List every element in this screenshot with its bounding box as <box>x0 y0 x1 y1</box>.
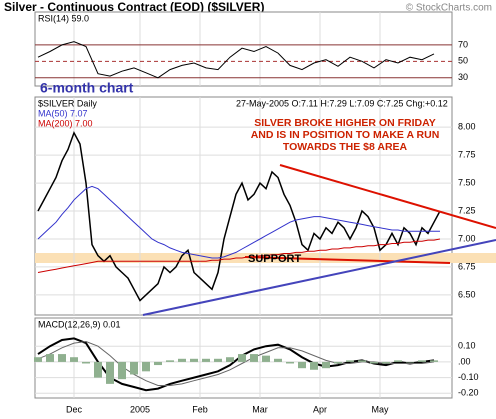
legend-entry: MA(50) 7.07 <box>38 108 88 118</box>
series-line <box>37 41 435 79</box>
y-tick-label: 6.50 <box>458 289 476 299</box>
x-tick-label: Apr <box>313 404 327 414</box>
y-tick-label: 50 <box>458 56 468 66</box>
histogram-bar <box>130 361 138 375</box>
series-line <box>37 238 441 273</box>
trend-line <box>142 239 496 316</box>
y-tick-label: 7.25 <box>458 205 476 215</box>
x-tick-label: Feb <box>192 404 208 414</box>
panel-title: MACD(12,26,9) 0.01 <box>38 319 121 329</box>
x-tick-label: Dec <box>66 404 83 414</box>
histogram-bar <box>82 361 90 364</box>
y-tick-label: 6.75 <box>458 261 476 271</box>
x-tick-label: May <box>371 404 389 414</box>
histogram-bar <box>418 360 426 362</box>
y-tick-label: 7.50 <box>458 177 476 187</box>
histogram-bar <box>154 361 162 366</box>
x-tick-label: Mar <box>252 404 268 414</box>
histogram-bar <box>262 355 270 362</box>
resistance-line <box>279 164 496 229</box>
annotation: 6-month chart <box>40 80 134 96</box>
y-tick-label: 30 <box>458 72 468 82</box>
histogram-bar <box>286 361 294 364</box>
credit: © StockCharts.com <box>406 3 492 14</box>
histogram-bar <box>346 360 354 362</box>
y-tick-label: -0.10 <box>458 372 479 382</box>
histogram-bar <box>358 360 366 362</box>
y-tick-label: 8.00 <box>458 122 476 132</box>
y-tick-label: -0.20 <box>458 388 479 398</box>
histogram-bar <box>70 357 78 362</box>
series-line <box>37 185 440 259</box>
histogram-bar <box>178 358 186 362</box>
histogram-bar <box>310 361 318 370</box>
price-line <box>37 130 441 302</box>
histogram-bar <box>202 358 210 362</box>
chart-title: Silver - Continuous Contract (EOD) ($SIL… <box>4 0 264 14</box>
support-line <box>244 256 451 264</box>
histogram-bar <box>166 360 174 362</box>
histogram-bar <box>382 361 390 364</box>
annotation: AND IS IN POSITION TO MAKE A RUN <box>251 129 440 141</box>
histogram-bar <box>394 360 402 362</box>
y-tick-label: 7.00 <box>458 233 476 243</box>
histogram-bar <box>370 361 378 364</box>
histogram-bar <box>334 361 342 364</box>
histogram-bar <box>190 358 198 362</box>
histogram-bar <box>118 361 126 380</box>
panel-title: $SILVER Daily <box>38 98 97 108</box>
histogram-bar <box>106 361 114 384</box>
y-tick-label: .00 <box>458 356 471 366</box>
histogram-bar <box>46 354 54 362</box>
histogram-bar <box>142 361 150 372</box>
histogram-bar <box>58 354 66 362</box>
annotation: SILVER BROKE HIGHER ON FRIDAY <box>254 117 435 129</box>
histogram-bar <box>34 357 42 362</box>
histogram-bar <box>406 361 414 363</box>
price-panel <box>34 96 453 316</box>
panel-title: RSI(14) 59.0 <box>38 13 89 23</box>
annotation: TOWARDS THE $8 AREA <box>283 141 408 153</box>
y-tick-label: 7.75 <box>458 150 476 160</box>
series-line <box>37 340 435 386</box>
histogram-bar <box>298 361 306 369</box>
annotation: SUPPORT <box>248 253 301 265</box>
histogram-bar <box>238 354 246 362</box>
histogram-bar <box>226 357 234 362</box>
x-tick-label: 2005 <box>130 404 150 414</box>
histogram-bar <box>322 361 330 369</box>
y-tick-label: 0.10 <box>458 341 476 351</box>
histogram-bar <box>94 361 102 378</box>
histogram-bar <box>430 360 438 362</box>
legend-entry: MA(200) 7.00 <box>38 118 93 128</box>
histogram-bar <box>274 358 282 362</box>
histogram-bar <box>214 358 222 362</box>
histogram-bar <box>250 354 258 362</box>
y-tick-label: 70 <box>458 39 468 49</box>
subtitle: 27-May-2005 O:7.11 H:7.29 L:7.09 C:7.25 … <box>236 98 448 108</box>
